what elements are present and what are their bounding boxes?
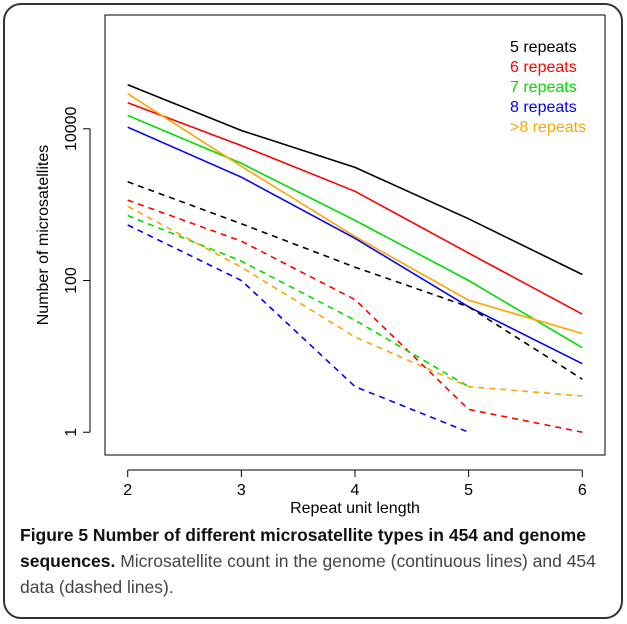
x-axis: 2 3 4 5 6 [123,469,587,499]
series-line-dashed-6-repeats [127,199,583,433]
legend-item: 6 repeats [510,59,577,76]
x-tick-label: 3 [237,482,246,499]
legend-item: 7 repeats [510,79,577,96]
x-tick-label: 5 [464,482,473,499]
series-line-solid-5-repeats [127,84,583,276]
y-tick-label: 10000 [63,106,80,151]
x-tick-label: 4 [351,482,360,499]
y-axis-label: Number of microsatellites [35,145,52,326]
series-line-dashed-5-repeats [127,181,583,380]
legend-item: >8 repeats [510,119,586,136]
series-line-solid-8-repeats [127,93,583,335]
series-line-dashed-8-repeats [127,205,583,397]
y-tick-label: 100 [63,267,80,294]
caption-text: Microsatellite count in the genome (cont… [20,551,596,597]
series-line-solid-6-repeats [127,102,583,315]
x-tick-label: 2 [123,482,132,499]
legend-item: 8 repeats [510,99,577,116]
series-line-solid-7-repeats [127,114,583,349]
series-line-dashed-8-repeats [127,224,469,433]
plot-area-box [104,14,606,456]
y-tick-label: 1 [63,428,80,437]
series-layer [127,84,583,433]
series-line-solid-8-repeats [127,126,583,365]
figure-caption: Figure 5 Number of different microsatell… [20,522,610,600]
caption-title: Figure 5 Number of different microsatell… [20,525,586,571]
x-tick-label: 6 [578,482,587,499]
microsatellite-chart: 2 3 4 5 6 1 100 10000 Repeat unit length Numbe… [35,14,606,517]
legend: 5 repeats 6 repeats 7 repeats 8 repeats >8 r… [510,39,586,136]
y-axis: 1 100 10000 [63,106,91,437]
x-axis-label: Repeat unit length [290,500,420,517]
series-line-dashed-7-repeats [127,214,470,388]
figure-border [3,3,623,619]
legend-item: 5 repeats [510,39,577,56]
